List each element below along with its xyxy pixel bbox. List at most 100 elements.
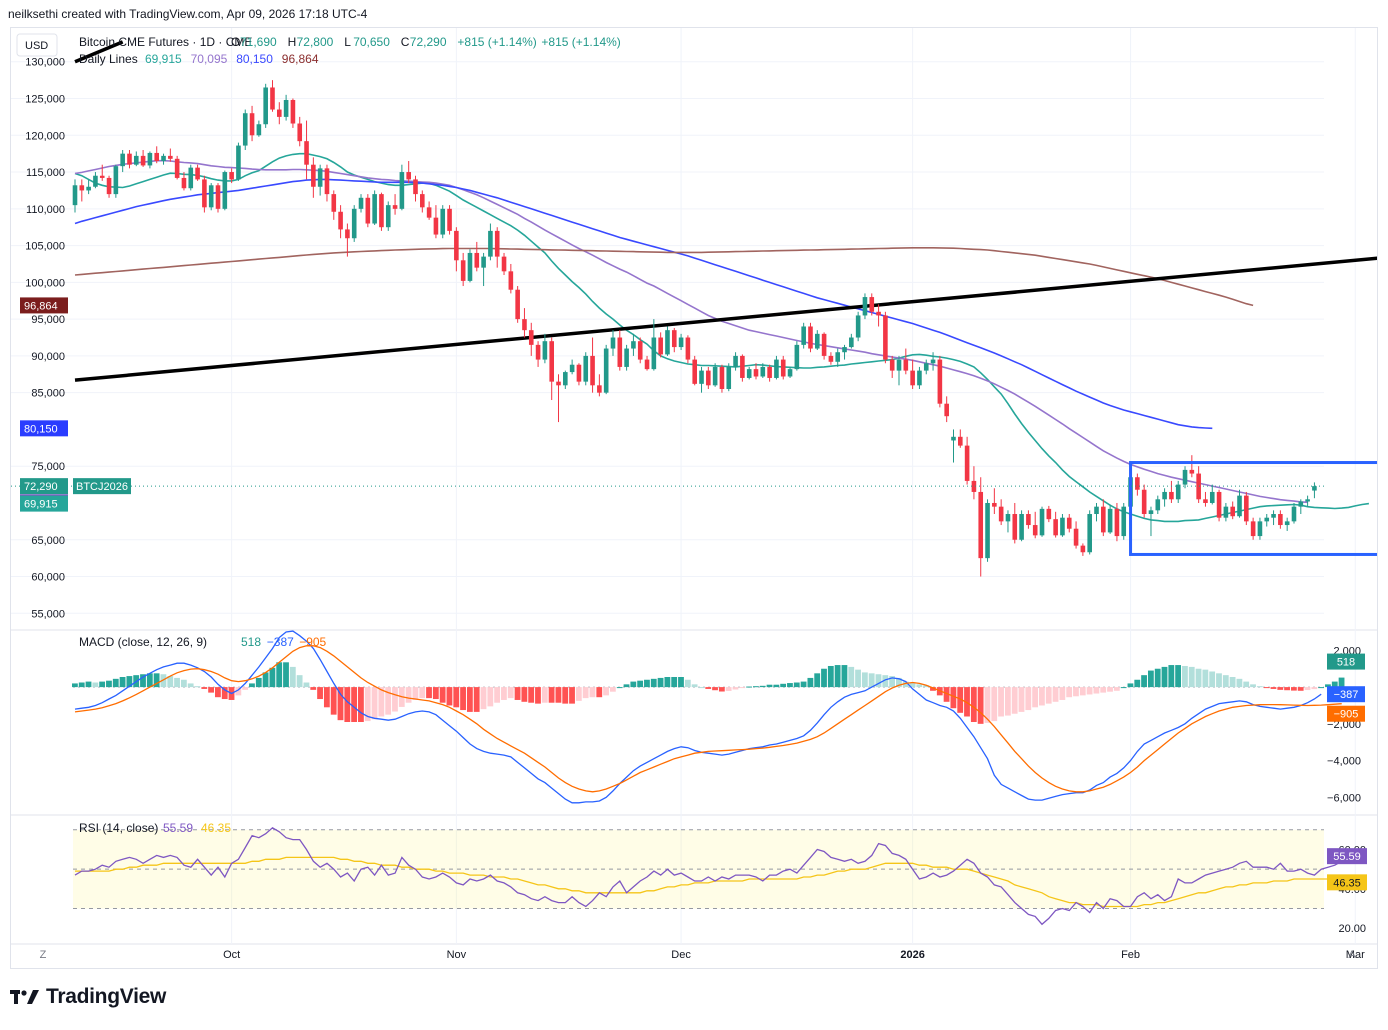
candle[interactable] (392, 205, 398, 209)
candle[interactable] (351, 208, 357, 239)
candle[interactable] (1073, 528, 1079, 546)
candle[interactable] (603, 348, 609, 393)
candle[interactable] (324, 168, 330, 195)
candle[interactable] (99, 175, 105, 178)
candle[interactable] (556, 381, 561, 386)
candle[interactable] (358, 197, 364, 209)
candle[interactable] (79, 185, 85, 191)
candle[interactable] (161, 155, 166, 162)
candle[interactable] (1026, 514, 1031, 526)
candle[interactable] (1155, 499, 1161, 511)
candle[interactable] (828, 355, 834, 362)
candle[interactable] (229, 172, 234, 180)
candle[interactable] (889, 359, 895, 371)
candle[interactable] (801, 326, 806, 345)
candle[interactable] (311, 164, 316, 187)
candle[interactable] (1135, 477, 1140, 490)
candle[interactable] (651, 337, 657, 370)
candle[interactable] (767, 366, 772, 378)
candle[interactable] (624, 348, 629, 367)
candle[interactable] (617, 337, 623, 367)
candle[interactable] (998, 506, 1004, 522)
candle[interactable] (597, 385, 602, 393)
candle[interactable] (399, 172, 405, 209)
candle[interactable] (576, 364, 582, 382)
candle[interactable] (1278, 514, 1283, 526)
candle[interactable] (338, 211, 343, 230)
candle[interactable] (113, 166, 119, 195)
candle[interactable] (699, 370, 704, 384)
candle[interactable] (985, 502, 990, 559)
candle[interactable] (835, 352, 841, 362)
candle[interactable] (644, 359, 650, 370)
candle[interactable] (494, 230, 500, 257)
candle[interactable] (331, 194, 337, 212)
candle[interactable] (665, 330, 670, 355)
candle[interactable] (1101, 506, 1106, 533)
candle[interactable] (106, 177, 112, 195)
candle[interactable] (590, 355, 595, 386)
candle[interactable] (1148, 510, 1154, 515)
candle[interactable] (426, 207, 432, 218)
candle[interactable] (1203, 499, 1208, 503)
candle[interactable] (903, 359, 909, 371)
candle[interactable] (733, 355, 738, 367)
candle[interactable] (917, 370, 922, 386)
candle[interactable] (222, 172, 228, 209)
candle[interactable] (563, 372, 568, 386)
candle[interactable] (1264, 517, 1270, 522)
candle[interactable] (971, 480, 977, 492)
candle[interactable] (256, 124, 262, 136)
currency-button[interactable] (16, 33, 58, 57)
candle[interactable] (855, 315, 861, 338)
candle[interactable] (794, 344, 800, 370)
candle[interactable] (1046, 508, 1052, 520)
candle[interactable] (1094, 506, 1099, 515)
candle[interactable] (930, 359, 936, 364)
candle[interactable] (345, 229, 350, 239)
candle[interactable] (154, 152, 160, 162)
candle[interactable] (1305, 499, 1310, 502)
candle[interactable] (1257, 521, 1263, 537)
candle[interactable] (460, 260, 466, 281)
candle[interactable] (808, 326, 813, 349)
candle[interactable] (515, 289, 520, 320)
candle[interactable] (760, 366, 766, 377)
candle[interactable] (726, 366, 732, 389)
candle[interactable] (208, 185, 214, 208)
candle[interactable] (120, 153, 125, 167)
candle[interactable] (951, 436, 956, 441)
candle[interactable] (188, 167, 194, 189)
candle[interactable] (910, 370, 915, 386)
candle[interactable] (297, 123, 303, 142)
candle[interactable] (1032, 525, 1038, 536)
candle[interactable] (433, 217, 439, 235)
candle[interactable] (1244, 495, 1249, 522)
candle[interactable] (1080, 545, 1086, 553)
chart-canvas[interactable]: 130,000 125,000 120,000 115,000 110,000 105,0… (11, 28, 1377, 968)
candle[interactable] (467, 252, 473, 281)
candle[interactable] (746, 369, 752, 378)
candle[interactable] (535, 344, 541, 360)
candle[interactable] (1250, 521, 1256, 537)
candle[interactable] (501, 256, 507, 272)
candle[interactable] (93, 175, 98, 187)
candle[interactable] (787, 369, 793, 377)
candle[interactable] (508, 271, 514, 290)
trendline[interactable] (74, 255, 1377, 382)
candle[interactable] (937, 359, 943, 404)
candle[interactable] (283, 99, 289, 117)
candle[interactable] (549, 341, 554, 382)
candle[interactable] (215, 185, 221, 209)
candle[interactable] (1237, 495, 1242, 517)
candle[interactable] (849, 337, 854, 348)
candle[interactable] (174, 158, 180, 178)
candle[interactable] (1189, 469, 1195, 474)
candle[interactable] (883, 315, 888, 360)
candle[interactable] (1039, 508, 1045, 536)
candle[interactable] (1284, 521, 1290, 526)
candle[interactable] (1087, 514, 1092, 553)
candle[interactable] (1298, 501, 1304, 507)
candle[interactable] (1182, 469, 1188, 485)
candle[interactable] (1141, 489, 1147, 515)
